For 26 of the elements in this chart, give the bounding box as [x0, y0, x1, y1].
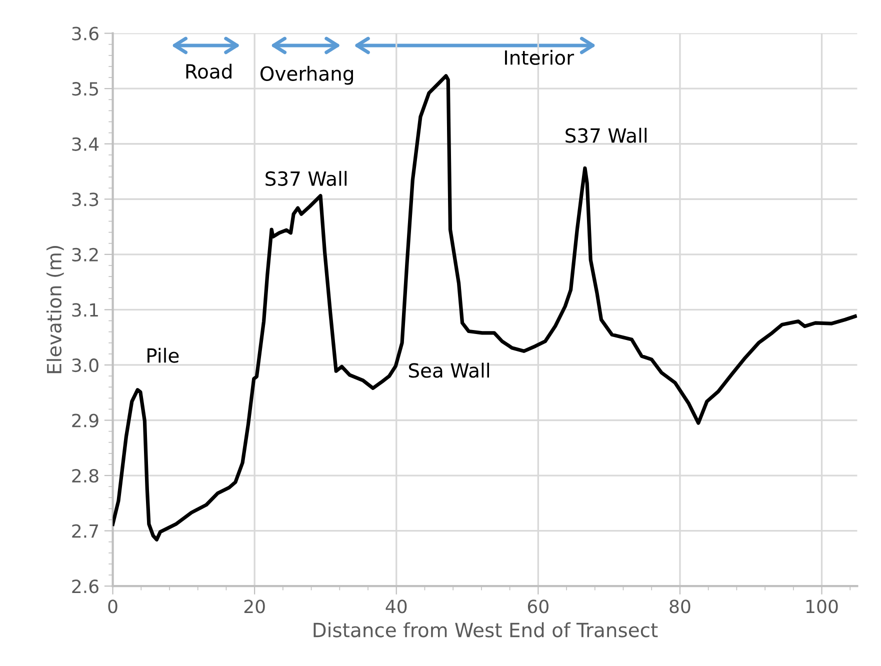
y-tick-label: 3.2 — [72, 248, 98, 262]
y-tick-label: 3.1 — [72, 303, 98, 317]
y-tick-label: 2.8 — [72, 468, 98, 483]
x-tick-label: 40 — [386, 600, 407, 614]
annotation: Pile — [148, 348, 179, 363]
x-tick-label: 0 — [108, 600, 118, 614]
y-tick-label: 3.4 — [72, 137, 99, 151]
annotation: Road — [186, 64, 232, 79]
annotation: Overhang — [260, 66, 353, 85]
y-tick-label: 3.6 — [72, 26, 98, 40]
y-tick-label: 3.0 — [72, 358, 98, 372]
y-axis-title: Elevation (m) — [46, 246, 64, 374]
annotation: S37 Wall — [266, 170, 346, 186]
x-tick-label: 80 — [670, 600, 690, 614]
y-tick-label: 2.9 — [72, 414, 98, 428]
x-tick-label: 60 — [528, 600, 548, 614]
y-tick-label: 3.3 — [72, 192, 98, 206]
y-tick-label: 2.6 — [72, 580, 98, 594]
x-tick-label: 100 — [806, 600, 838, 614]
annotation: S37 Wall — [566, 128, 646, 143]
x-tick-label: 20 — [244, 600, 265, 614]
x-axis-title: Distance from West End of Transect — [314, 622, 658, 638]
annotation: Sea Wall — [408, 362, 489, 378]
y-tick-label: 2.7 — [72, 524, 98, 538]
y-tick-label: 3.5 — [72, 82, 98, 96]
annotation: Interior — [505, 50, 574, 65]
